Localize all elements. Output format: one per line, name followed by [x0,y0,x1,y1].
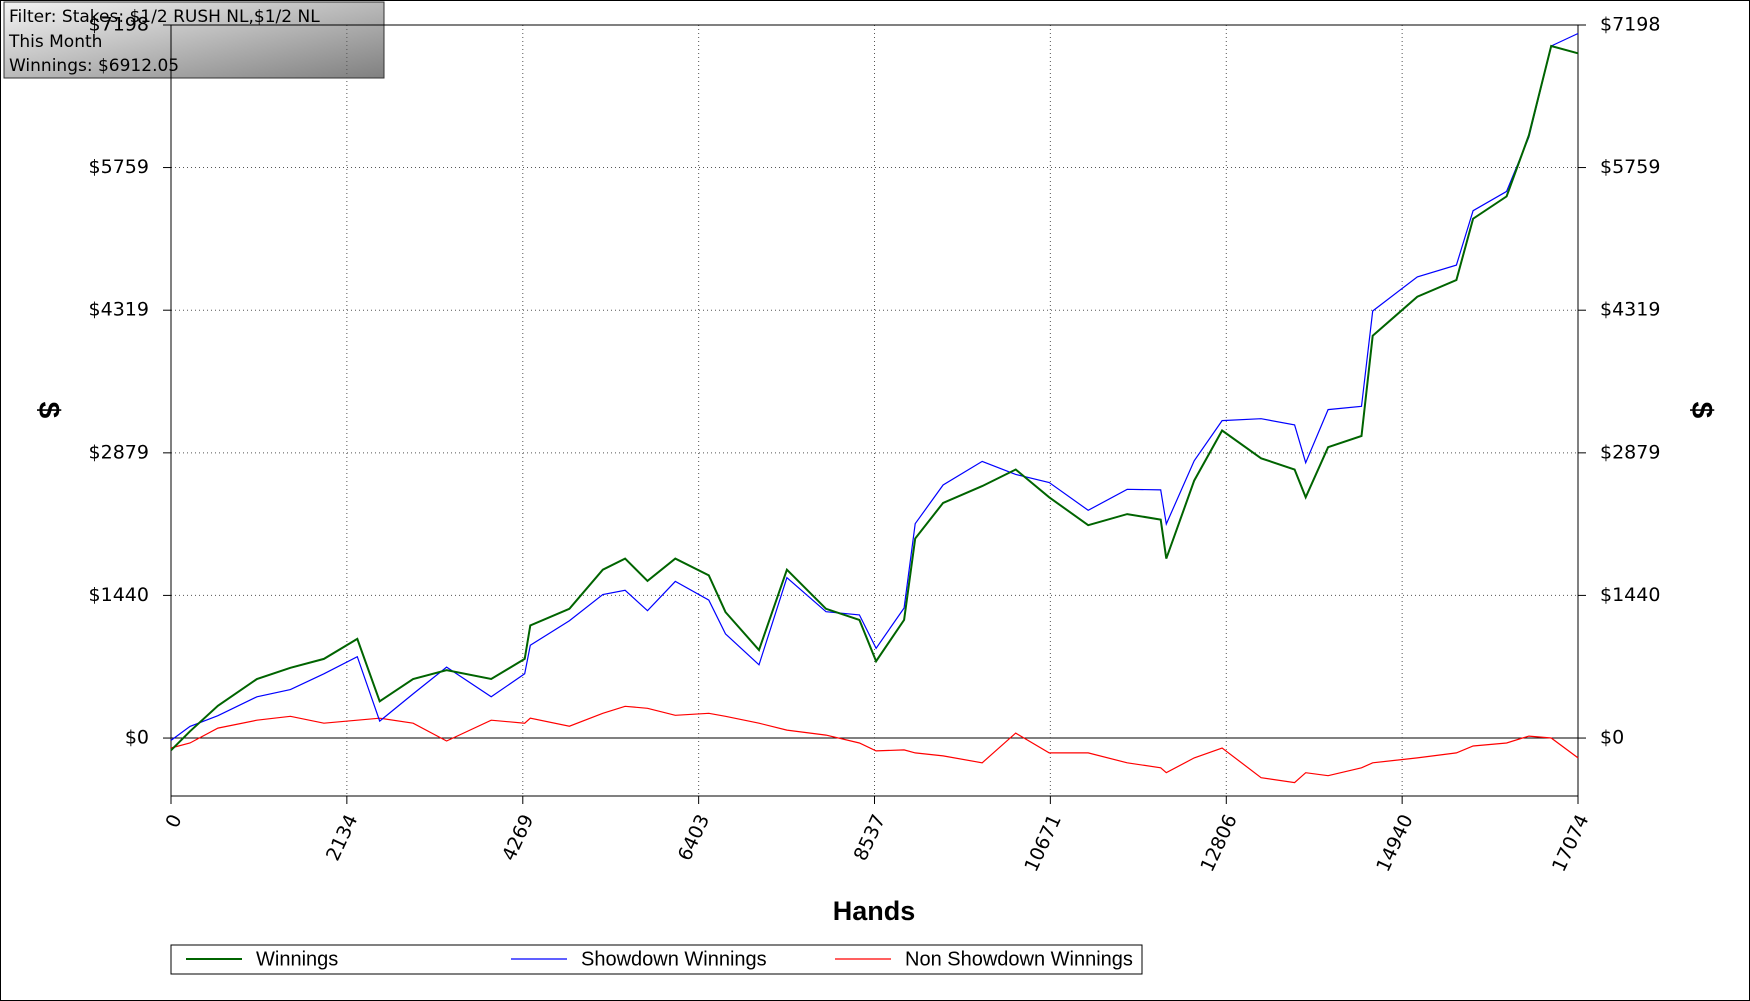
filter-box [3,1,385,79]
series-line [170,705,1579,784]
legend-label: Showdown Winnings [581,948,767,970]
legend [170,944,1143,975]
y-tick-label: $2879 [89,441,149,463]
y-tick-label: $1440 [89,584,149,606]
y-tick-label: $0 [125,727,149,749]
y-axis-title: $ [32,402,65,419]
winnings-text: Winnings: $6912.05 [9,56,179,76]
y2-axis-title: $ [1685,402,1718,419]
plot-border [170,24,1579,797]
y2-tick-label: $0 [1600,727,1624,749]
y-tick-label: $5759 [89,156,149,178]
y2-tick-label: $7198 [1600,14,1660,36]
legend-label: Winnings [256,948,338,970]
filter-text: Filter: Stakes: $1/2 RUSH NL,$1/2 NL [9,7,320,27]
x-axis-title: Hands [833,896,916,926]
series-line [170,32,1579,741]
y2-tick-label: $5759 [1600,156,1660,178]
period-text: This Month [8,32,102,52]
y-tick-label: $7198 [89,14,149,36]
y-tick-label: $4319 [89,299,149,321]
legend-label: Non Showdown Winnings [905,948,1133,970]
y2-tick-label: $1440 [1600,584,1660,606]
y2-tick-label: $2879 [1600,441,1660,463]
series-line [170,44,1579,752]
y2-tick-label: $4319 [1600,299,1660,321]
